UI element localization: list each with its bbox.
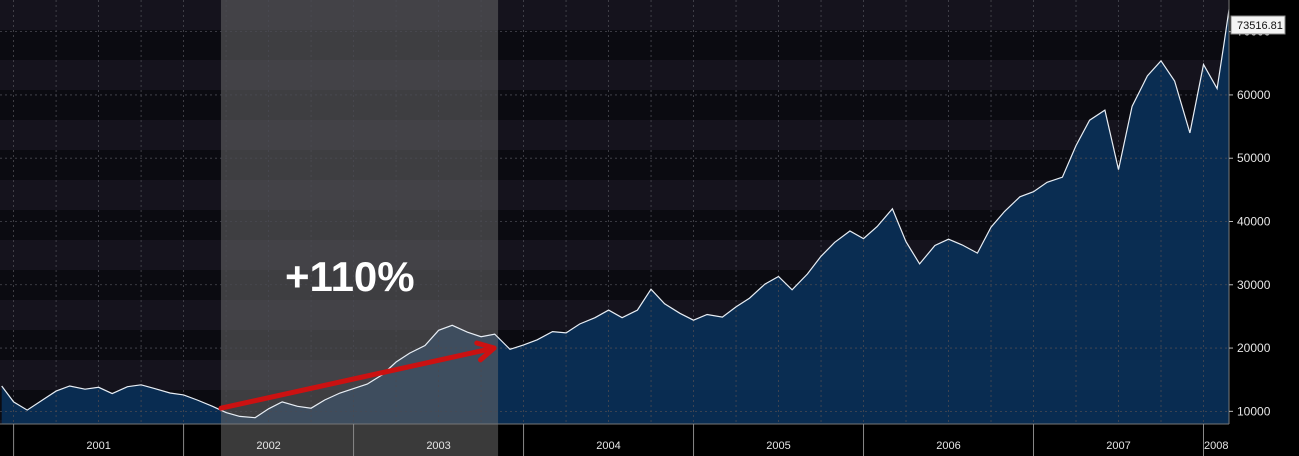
x-tick-label: 2004 (596, 440, 620, 452)
plot-band (0, 0, 1229, 30)
line-layer (1, 9, 1230, 419)
axis-strip (0, 424, 1229, 456)
series-area (1, 9, 1230, 425)
y-tick-label: 20000 (1237, 341, 1271, 355)
area-layer (1, 9, 1230, 425)
last-value-label: 73516.81 (1237, 20, 1283, 32)
x-tick-label: 2006 (936, 440, 960, 452)
plot-band (0, 120, 1229, 150)
highlight-period (220, 0, 499, 456)
grid-layer (0, 0, 1229, 424)
x-axis: 2001 2002 2003 2004 2005 2006 2007 2008 (0, 423, 1229, 456)
gain-arrow-shaft (218, 345, 497, 411)
y-tick-label: 10000 (1237, 404, 1271, 418)
y-tick-label: 50000 (1237, 151, 1271, 165)
plot-band (0, 60, 1229, 90)
x-tick-label: 2008 (1204, 440, 1228, 452)
x-tick-label: 2001 (86, 440, 110, 452)
plot-band (0, 150, 1229, 180)
x-tick-label: 2007 (1106, 440, 1130, 452)
plot-band (0, 30, 1229, 60)
axis-panel (1229, 0, 1299, 456)
last-value-flag: 73516.81 (1230, 15, 1286, 35)
highlight-layer (220, 0, 499, 456)
last-value-box (1230, 15, 1286, 35)
x-tick-label: 2002 (256, 440, 280, 452)
y-tick-label: 60000 (1237, 88, 1271, 102)
x-tick-label: 2005 (766, 440, 790, 452)
gain-annotation: +110% (285, 253, 415, 300)
y-tick-label: 40000 (1237, 214, 1271, 228)
y-tick-label: 30000 (1237, 278, 1271, 292)
series-line (1, 9, 1230, 419)
x-tick-label: 2003 (426, 440, 450, 452)
plot-band (0, 90, 1229, 120)
gain-arrow-head (474, 340, 497, 363)
arrow-layer (218, 340, 497, 411)
